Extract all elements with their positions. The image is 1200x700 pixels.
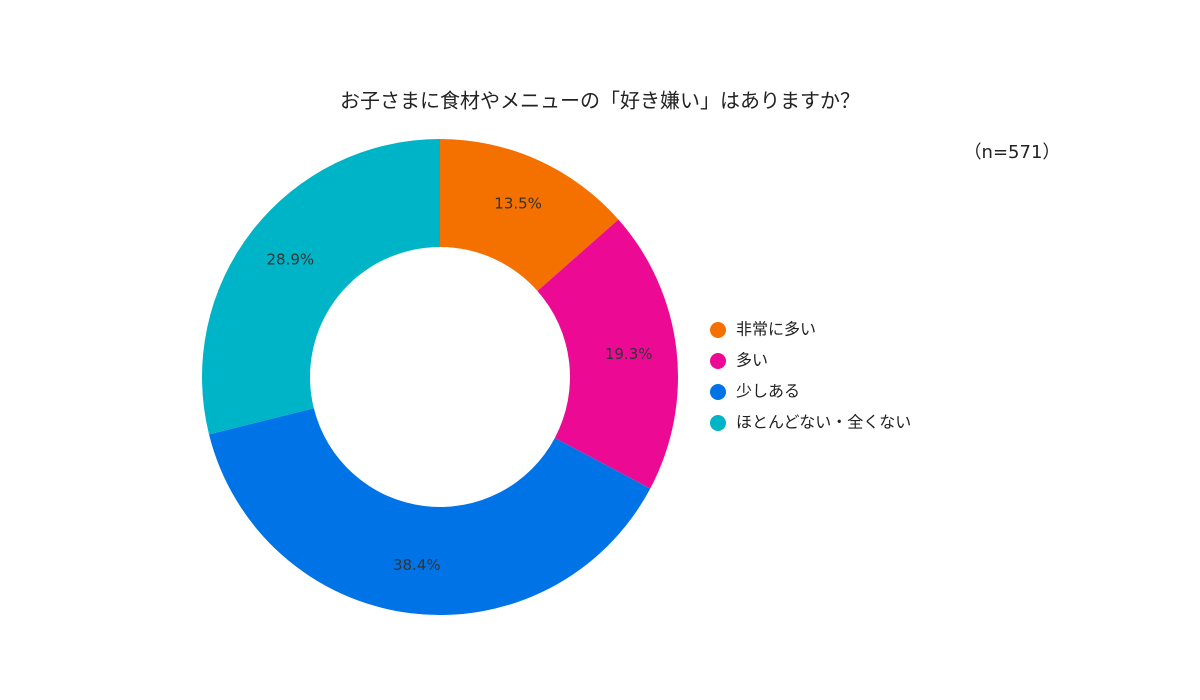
slice-label: 38.4% (393, 556, 441, 574)
legend-marker (710, 322, 726, 338)
legend-label: 多い (736, 351, 768, 370)
chart-subtitle: （n=571） (964, 142, 1061, 163)
legend-marker (710, 415, 726, 431)
donut-slice (440, 139, 619, 291)
slice-label: 19.3% (605, 345, 653, 363)
legend-label: ほとんどない・全くない (736, 413, 911, 432)
legend-label: 非常に多い (736, 320, 816, 339)
donut-slice (537, 219, 678, 489)
slice-label: 13.5% (494, 194, 542, 212)
donut-slice (201, 139, 440, 435)
legend-marker (710, 353, 726, 369)
slice-label: 28.9% (267, 250, 315, 268)
chart-title: お子さまに食材やメニューの「好き嫌い」はありますか？ (340, 89, 860, 113)
donut-slice (209, 408, 651, 616)
legend-marker (710, 384, 726, 400)
legend-label: 少しある (736, 382, 800, 401)
